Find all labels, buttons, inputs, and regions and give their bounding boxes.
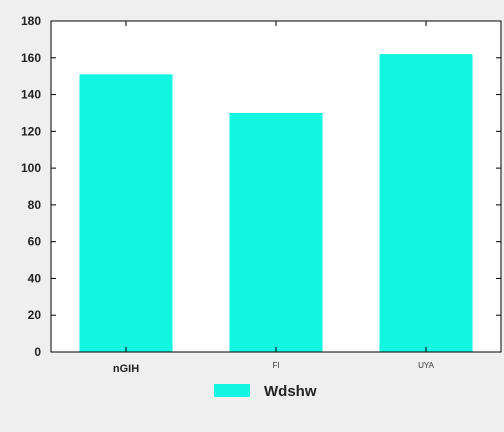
y-tick-label: 20 (28, 308, 42, 322)
y-tick-label: 140 (21, 88, 41, 102)
legend-label: Wdshw (264, 383, 317, 400)
y-tick-label: 80 (28, 198, 42, 212)
y-tick-label: 60 (28, 235, 42, 249)
y-tick-label: 160 (21, 51, 41, 65)
bar-uya (379, 54, 473, 352)
bars-layer (79, 54, 473, 353)
x-tick-label: UYA (418, 361, 435, 370)
y-tick-label: 120 (21, 124, 41, 138)
y-tick-label: 100 (21, 161, 41, 175)
legend: Wdshw (214, 383, 317, 400)
bar-ngih (79, 74, 173, 353)
x-axis: nGIH FI UYA (113, 21, 435, 375)
x-tick-label: FI (272, 361, 279, 370)
legend-swatch (214, 384, 250, 397)
y-axis: 0 20 40 60 80 100 120 140 160 180 (21, 14, 501, 359)
bar-fi (229, 112, 323, 352)
y-tick-label: 0 (34, 345, 41, 359)
x-tick-label: nGIH (113, 363, 139, 375)
y-tick-label: 40 (28, 271, 42, 285)
y-tick-label: 180 (21, 14, 41, 28)
